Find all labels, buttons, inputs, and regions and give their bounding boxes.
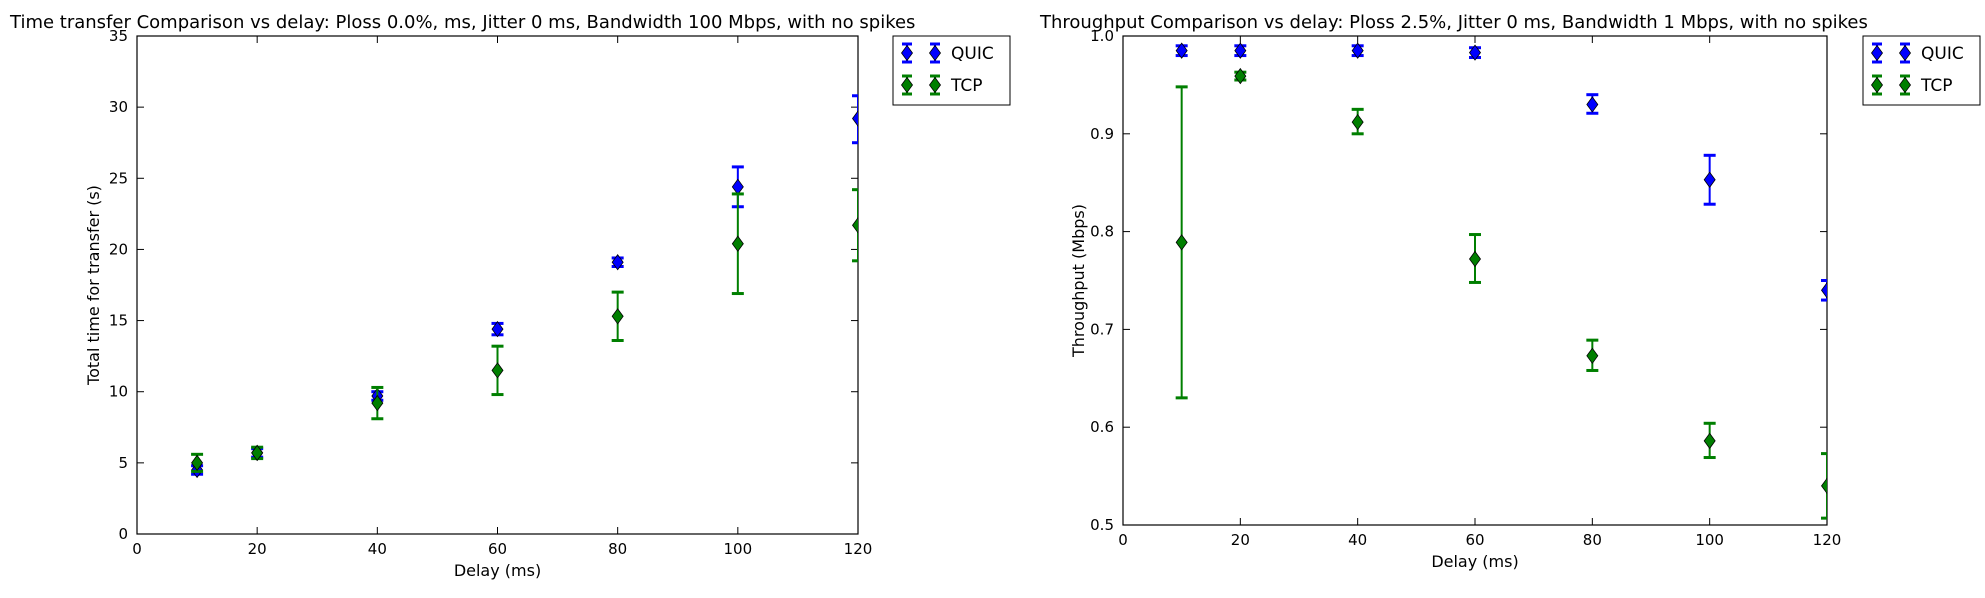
legend-diamond	[1899, 44, 1911, 62]
legend-diamond	[901, 76, 913, 94]
chart-1: Time transfer Comparison vs delay: Ploss…	[9, 12, 1011, 580]
series-tcp	[1175, 67, 1827, 520]
quic-error-bar	[852, 94, 858, 145]
tcp-data-point	[191, 454, 204, 472]
y-tick-label: 10	[109, 383, 128, 401]
series-tcp	[191, 188, 858, 473]
x-tick-label: 80	[608, 540, 627, 558]
quic-data-point	[852, 110, 858, 127]
tcp-data-point	[731, 235, 744, 252]
legend-diamond	[1871, 76, 1883, 94]
legend-marker	[1899, 74, 1911, 96]
tcp-data-point	[1175, 234, 1188, 251]
x-axis-label: Delay (ms)	[454, 561, 541, 580]
quic-error-bar	[1821, 279, 1827, 302]
tcp-data-point	[1821, 477, 1827, 495]
x-tick-label: 20	[1231, 531, 1250, 549]
x-axis-ticks: 0 20 40 60 80 100 120	[132, 36, 872, 558]
quic-data-point	[1351, 42, 1364, 59]
legend-box	[892, 35, 1011, 106]
tcp-data-point	[852, 217, 858, 234]
legend-marker	[1871, 74, 1883, 96]
chart-title: Throughput Comparison vs delay: Ploss 2.…	[1039, 12, 1868, 33]
y-tick-label: 0.9	[1090, 125, 1114, 143]
plot-area-frame	[136, 35, 859, 535]
x-tick-label: 100	[1695, 531, 1724, 549]
legend-label-tcp: TCP	[950, 76, 983, 96]
quic-data-point	[1821, 282, 1827, 299]
y-tick-label: 0.7	[1090, 320, 1114, 338]
legend-marker	[1899, 42, 1911, 64]
legend-marker	[929, 74, 941, 96]
y-tick-label: 20	[109, 240, 128, 258]
quic-data-point	[731, 178, 744, 195]
legend-marker	[901, 74, 913, 96]
x-tick-label: 60	[1465, 531, 1484, 549]
legend-marker	[929, 42, 941, 64]
tcp-data-point	[1351, 113, 1364, 131]
quic-data-point	[1469, 44, 1481, 61]
tcp-data-point	[1586, 347, 1599, 364]
x-tick-label: 40	[1348, 531, 1367, 549]
legend-marker	[901, 42, 913, 64]
series-quic	[191, 94, 858, 479]
series-quic	[1175, 42, 1827, 302]
x-tick-label: 120	[844, 540, 873, 558]
x-tick-label: 80	[1583, 531, 1602, 549]
y-tick-label: 15	[109, 312, 128, 330]
x-axis-label: Delay (ms)	[1431, 552, 1518, 571]
legend-diamond	[1899, 76, 1911, 94]
legend: QUIC TCP	[892, 35, 1011, 106]
legend-diamond	[929, 44, 941, 62]
x-tick-label: 60	[488, 540, 507, 558]
legend-label-quic: QUIC	[1921, 44, 1964, 64]
quic-data-point	[491, 320, 504, 338]
legend: QUIC TCP	[1862, 35, 1981, 106]
x-tick-label: 100	[724, 540, 753, 558]
tcp-data-point	[1234, 67, 1247, 85]
legend-diamond	[929, 76, 941, 94]
y-axis-ticks: 0.5 0.6 0.7 0.8 0.9 1.0	[1090, 27, 1827, 534]
x-tick-label: 120	[1813, 531, 1842, 549]
tcp-data-point	[491, 362, 504, 379]
legend-marker	[1871, 42, 1883, 64]
legend-label-tcp: TCP	[1920, 76, 1953, 96]
quic-data-point	[611, 254, 624, 271]
y-tick-label: 35	[109, 27, 128, 45]
y-tick-label: 1.0	[1090, 27, 1114, 45]
quic-data-point	[1234, 42, 1247, 59]
x-tick-label: 40	[368, 540, 387, 558]
tcp-data-point	[251, 444, 264, 462]
y-tick-label: 30	[109, 98, 128, 116]
legend-diamond	[901, 44, 913, 62]
legend-label-quic: QUIC	[951, 44, 994, 64]
y-tick-label: 0.8	[1090, 223, 1114, 241]
quic-data-point	[1586, 96, 1599, 113]
chart-2: Throughput Comparison vs delay: Ploss 2.…	[1039, 12, 1981, 571]
quic-data-point	[1175, 42, 1188, 59]
tcp-data-point	[371, 394, 384, 412]
legend-diamond	[1871, 44, 1883, 62]
x-tick-label: 20	[248, 540, 267, 558]
tcp-data-point	[611, 308, 624, 325]
x-tick-label: 0	[1118, 531, 1128, 549]
quic-data-point	[1703, 171, 1716, 188]
y-axis-label: Total time for transfer (s)	[84, 185, 103, 386]
y-tick-label: 0.6	[1090, 418, 1114, 436]
tcp-error-bar	[852, 188, 858, 263]
tcp-data-point	[1469, 250, 1481, 268]
y-tick-label: 25	[109, 169, 128, 187]
tcp-data-point	[1703, 432, 1716, 450]
chart-title: Time transfer Comparison vs delay: Ploss…	[9, 12, 915, 33]
legend-box	[1862, 35, 1981, 106]
x-tick-label: 0	[132, 540, 142, 558]
y-axis-ticks: 0 5 10 15 20 25 30 35	[109, 27, 858, 543]
x-axis-ticks: 0 20 40 60 80 100 120	[1118, 36, 1841, 549]
y-axis-label: Throughput (Mbps)	[1069, 204, 1088, 358]
tcp-error-bar	[1821, 452, 1827, 520]
y-tick-label: 0	[118, 525, 128, 543]
y-tick-label: 0.5	[1090, 516, 1114, 534]
y-tick-label: 5	[118, 454, 128, 472]
